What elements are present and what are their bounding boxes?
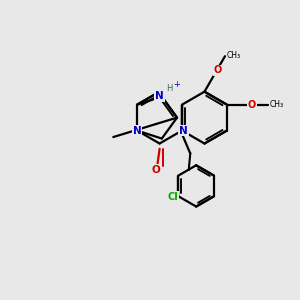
Text: N: N bbox=[133, 126, 142, 136]
Text: O: O bbox=[152, 165, 161, 175]
Text: H: H bbox=[166, 84, 172, 93]
Text: CH₃: CH₃ bbox=[270, 100, 284, 109]
Text: O: O bbox=[214, 65, 222, 75]
Text: +: + bbox=[173, 80, 180, 89]
Text: Cl: Cl bbox=[168, 192, 178, 202]
Text: CH₃: CH₃ bbox=[227, 50, 241, 59]
Text: O: O bbox=[248, 100, 256, 110]
Text: N: N bbox=[179, 126, 188, 136]
Text: N: N bbox=[155, 91, 164, 101]
